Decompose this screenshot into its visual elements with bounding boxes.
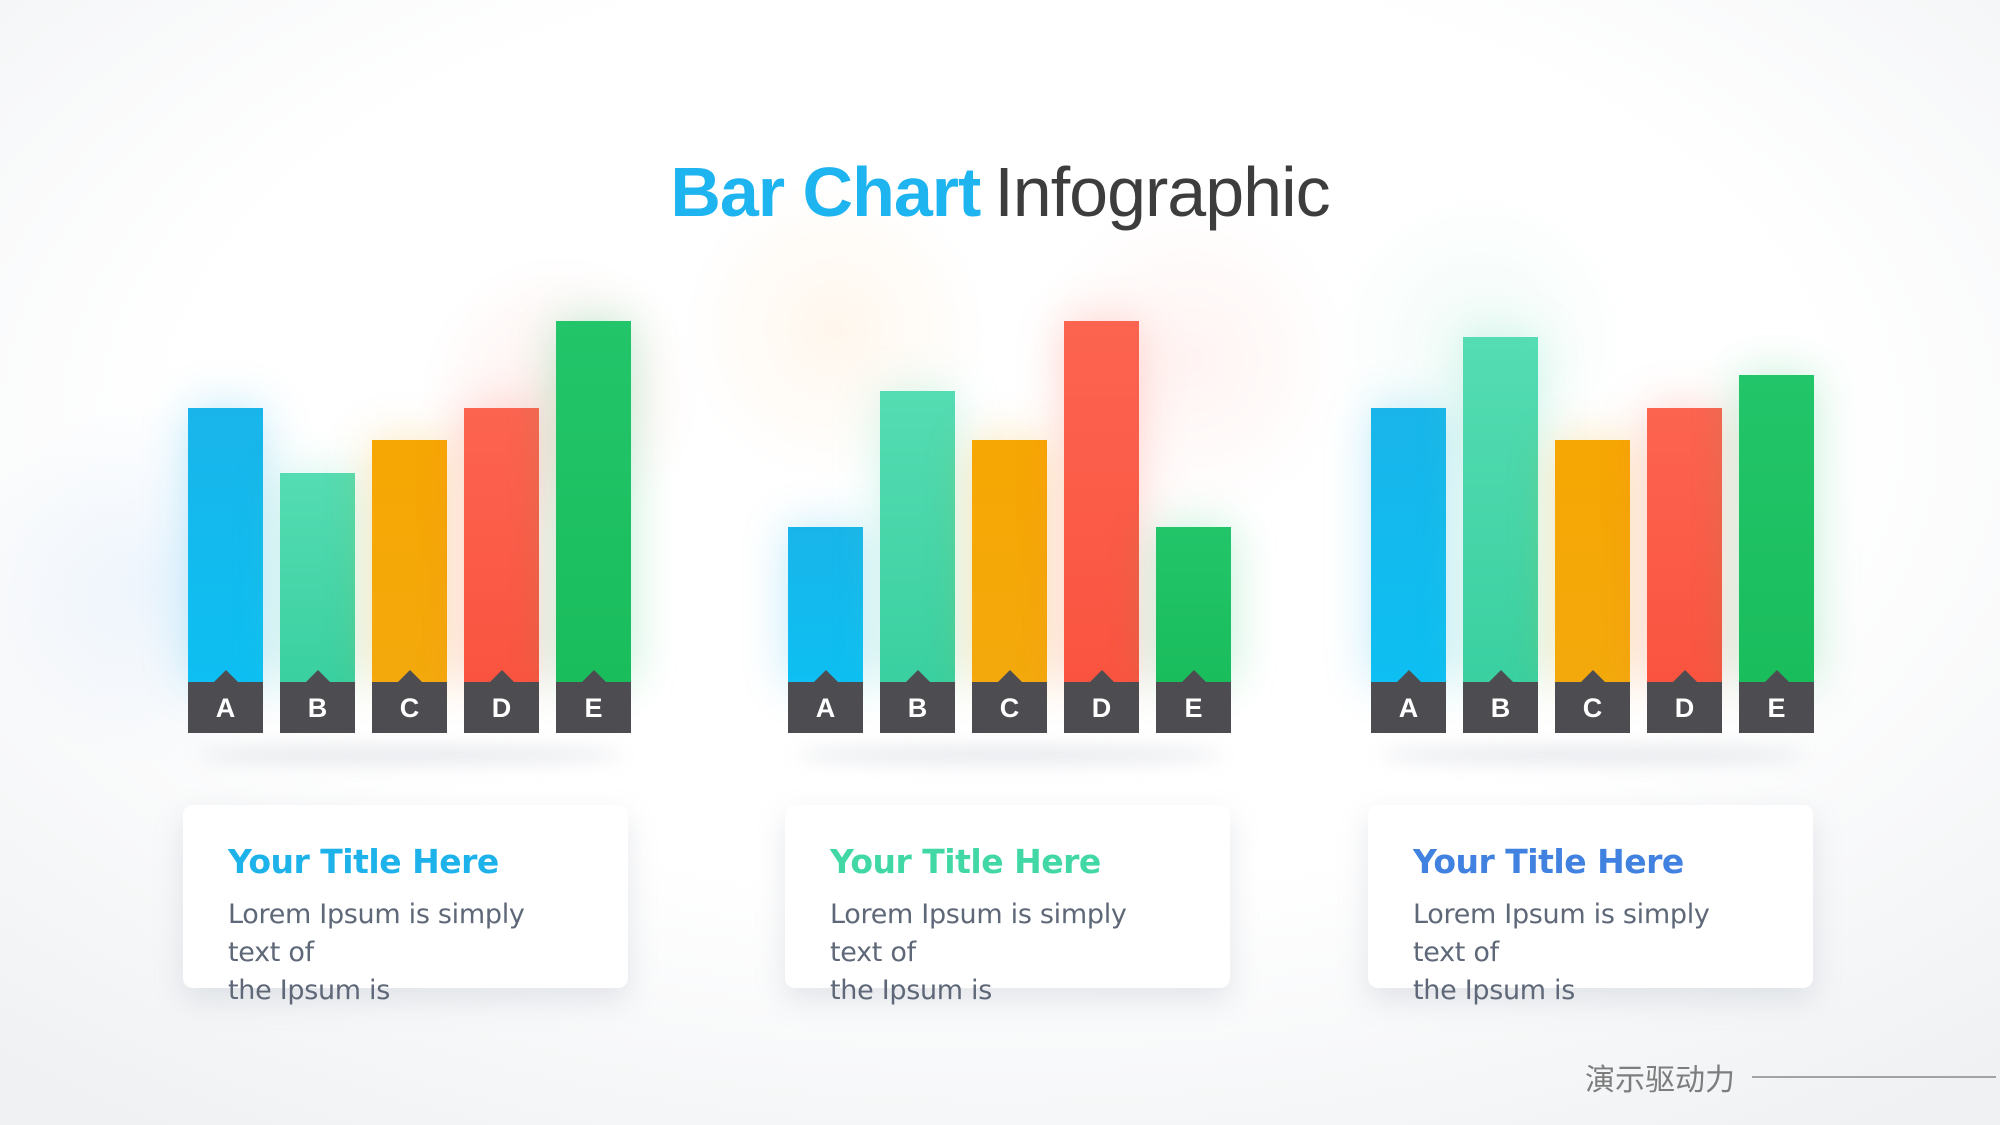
- card-body-text: Lorem Ipsum is simply text of the Ipsum …: [228, 899, 525, 1006]
- bar-d: D: [1064, 321, 1139, 733]
- bar-chart-group-1: A B C D E: [188, 321, 631, 733]
- bar-fill-blue: [788, 527, 863, 682]
- bar-notch-arrow-icon: [581, 670, 606, 682]
- bar-fill-green: [1739, 375, 1814, 682]
- bar-fill-teal: [280, 473, 355, 682]
- bar-a: A: [1371, 408, 1446, 733]
- card-body-text: Lorem Ipsum is simply text of the Ipsum …: [1413, 899, 1710, 1006]
- bar-notch-arrow-icon: [305, 670, 330, 682]
- card-title: Your Title Here: [830, 842, 1101, 881]
- bar-fill-red: [1647, 408, 1722, 682]
- bar-label-strip: B: [1463, 670, 1538, 733]
- bar-fill-orange: [972, 440, 1047, 682]
- bar-letter: B: [307, 693, 328, 723]
- bar-b: B: [880, 391, 955, 733]
- bar-letter: D: [491, 693, 512, 723]
- footer-rule: [1752, 1076, 1996, 1078]
- bar-fill-blue: [1371, 408, 1446, 682]
- chart-soft-shadow: [196, 747, 623, 763]
- bar-notch-arrow-icon: [1181, 670, 1206, 682]
- bar-letter: E: [584, 693, 603, 723]
- bar-notch-arrow-icon: [213, 670, 238, 682]
- bar-label-strip: B: [280, 670, 355, 733]
- bar-label-strip: C: [372, 670, 447, 733]
- bar-notch-arrow-icon: [1580, 670, 1605, 682]
- bar-letter: E: [1767, 693, 1786, 723]
- bar-letter: C: [1582, 693, 1603, 723]
- bar-e: E: [1739, 375, 1814, 733]
- bar-letter: D: [1091, 693, 1112, 723]
- bar-letter: C: [399, 693, 420, 723]
- chart-soft-shadow: [1379, 747, 1806, 763]
- bar-label-strip: C: [972, 670, 1047, 733]
- bar-notch-arrow-icon: [397, 670, 422, 682]
- title-rest: Infographic: [994, 153, 1330, 231]
- bar-letter: B: [1490, 693, 1511, 723]
- brand-text: 演示驱动力: [1585, 1064, 1735, 1097]
- bar-label-strip: E: [1739, 670, 1814, 733]
- bar-notch-arrow-icon: [1488, 670, 1513, 682]
- bar-e: E: [556, 321, 631, 733]
- bar-chart-group-3: A B C D E: [1371, 337, 1814, 733]
- bar-d: D: [1647, 408, 1722, 733]
- bar-chart-group-2: A B C D E: [788, 321, 1231, 733]
- bar-fill-red: [1064, 321, 1139, 682]
- bar-label-strip: D: [1064, 670, 1139, 733]
- bar-d: D: [464, 408, 539, 733]
- bar-b: B: [280, 473, 355, 733]
- bar-notch-arrow-icon: [813, 670, 838, 682]
- bar-c: C: [372, 440, 447, 733]
- bar-label-strip: D: [1647, 670, 1722, 733]
- bar-fill-orange: [1555, 440, 1630, 682]
- bar-fill-orange: [372, 440, 447, 682]
- bar-notch-arrow-icon: [489, 670, 514, 682]
- bar-notch-arrow-icon: [1764, 670, 1789, 682]
- bar-fill-blue: [188, 408, 263, 682]
- bar-letter: D: [1674, 693, 1695, 723]
- bar-notch-arrow-icon: [1672, 670, 1697, 682]
- bar-label-strip: A: [188, 670, 263, 733]
- bar-label-strip: E: [1156, 670, 1231, 733]
- bar-notch-arrow-icon: [1089, 670, 1114, 682]
- bar-letter: B: [907, 693, 928, 723]
- info-card-2: Your Title Here Lorem Ipsum is simply tex…: [785, 805, 1230, 1006]
- bar-fill-green: [556, 321, 631, 682]
- slide-title: Bar Chart Infographic: [0, 150, 2000, 234]
- bar-c: C: [1555, 440, 1630, 733]
- bar-letter: A: [815, 693, 836, 723]
- card-title: Your Title Here: [228, 842, 499, 881]
- info-card-3: Your Title Here Lorem Ipsum is simply tex…: [1368, 805, 1813, 1006]
- bar-letter: E: [1184, 693, 1203, 723]
- bar-letter: A: [215, 693, 236, 723]
- bar-e: E: [1156, 527, 1231, 733]
- bar-b: B: [1463, 337, 1538, 733]
- bar-letter: C: [999, 693, 1020, 723]
- bar-label-strip: E: [556, 670, 631, 733]
- bar-notch-arrow-icon: [1396, 670, 1421, 682]
- bar-c: C: [972, 440, 1047, 733]
- bar-fill-teal: [880, 391, 955, 682]
- bar-a: A: [188, 408, 263, 733]
- card-body-text: Lorem Ipsum is simply text of the Ipsum …: [830, 899, 1127, 1006]
- bar-label-strip: A: [788, 670, 863, 733]
- bar-a: A: [788, 527, 863, 733]
- bar-label-strip: B: [880, 670, 955, 733]
- info-card-1: Your Title Here Lorem Ipsum is simply tex…: [183, 805, 628, 1006]
- card-title: Your Title Here: [1413, 842, 1684, 881]
- bar-notch-arrow-icon: [997, 670, 1022, 682]
- bar-fill-teal: [1463, 337, 1538, 682]
- bar-letter: A: [1398, 693, 1419, 723]
- bar-label-strip: C: [1555, 670, 1630, 733]
- chart-soft-shadow: [796, 747, 1223, 763]
- bar-fill-red: [464, 408, 539, 682]
- bar-fill-green: [1156, 527, 1231, 682]
- title-highlight: Bar Chart: [670, 153, 981, 231]
- bar-notch-arrow-icon: [905, 670, 930, 682]
- bar-label-strip: D: [464, 670, 539, 733]
- bar-label-strip: A: [1371, 670, 1446, 733]
